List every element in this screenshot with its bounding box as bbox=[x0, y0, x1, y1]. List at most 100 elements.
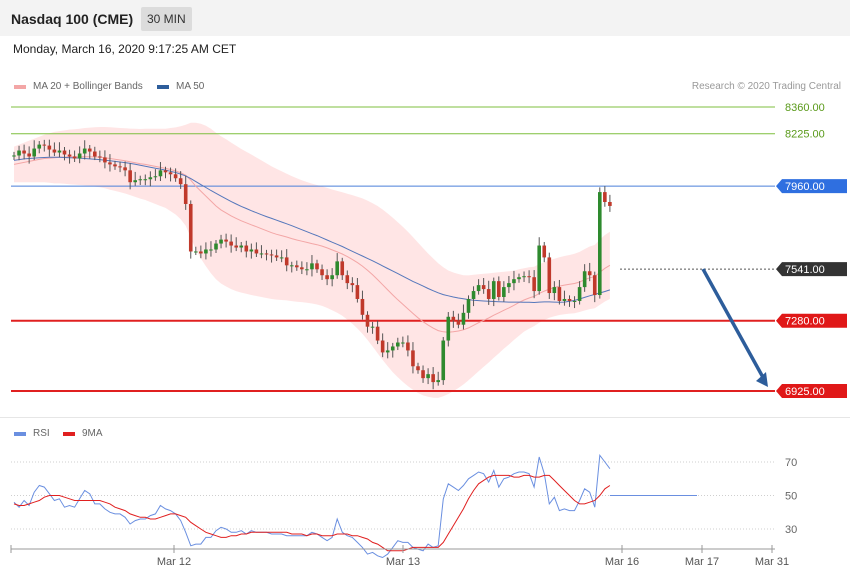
candle-body-69 bbox=[360, 298, 365, 315]
x-tick-label-4: Mar 31 bbox=[755, 556, 789, 568]
level-label-8360.00: 8360.00 bbox=[785, 102, 825, 114]
candle-body-54 bbox=[284, 257, 289, 266]
rsi-swatch bbox=[14, 431, 26, 436]
candle-body-52 bbox=[274, 255, 279, 258]
candle-body-109 bbox=[562, 298, 567, 301]
candle-body-79 bbox=[411, 350, 415, 367]
ma50-swatch bbox=[157, 84, 169, 89]
candle-body-67 bbox=[350, 283, 355, 286]
candle-body-99 bbox=[512, 279, 516, 284]
candle-body-4 bbox=[32, 148, 36, 157]
candle-body-25 bbox=[138, 179, 143, 181]
candle-body-26 bbox=[143, 179, 148, 181]
candle-body-53 bbox=[279, 257, 284, 259]
credit-label: Research © 2020 Trading Central bbox=[691, 81, 841, 92]
x-tick-label-0: Mar 12 bbox=[157, 556, 191, 568]
x-tick-label-3: Mar 17 bbox=[685, 556, 719, 568]
legend-ma20: MA 20 + Bollinger Bands bbox=[14, 81, 143, 92]
candle-body-62 bbox=[325, 275, 329, 280]
candle-body-23 bbox=[128, 170, 132, 183]
candle-body-39 bbox=[209, 249, 213, 251]
candle-body-61 bbox=[320, 269, 324, 276]
candle-body-88 bbox=[456, 320, 461, 325]
candle-body-14 bbox=[82, 148, 87, 154]
level-tag-7280.00 bbox=[776, 313, 847, 328]
candle-body-112 bbox=[577, 287, 582, 301]
candle-body-75 bbox=[390, 346, 395, 351]
candle-body-47 bbox=[249, 249, 254, 252]
candle-body-58 bbox=[305, 269, 309, 271]
ma20-swatch bbox=[14, 84, 26, 89]
candle-body-56 bbox=[295, 265, 299, 268]
panel-separator bbox=[0, 417, 850, 418]
candle-body-41 bbox=[219, 239, 223, 244]
candle-body-59 bbox=[310, 263, 314, 270]
candle-body-50 bbox=[264, 253, 269, 255]
candle-body-5 bbox=[37, 144, 42, 149]
level-label-7960.00: 7960.00 bbox=[785, 181, 825, 193]
candle-body-110 bbox=[567, 298, 572, 301]
candle-body-66 bbox=[345, 275, 350, 284]
candle-body-73 bbox=[380, 340, 385, 353]
candle-body-15 bbox=[87, 148, 92, 152]
ma50-line bbox=[13, 156, 611, 304]
candle-body-38 bbox=[204, 249, 208, 254]
legend-rsi-label: RSI bbox=[33, 428, 50, 439]
datetime-label: Monday, March 16, 2020 9:17:25 AM CET bbox=[13, 42, 237, 56]
level-label-7541.00: 7541.00 bbox=[785, 264, 825, 276]
candle-body-27 bbox=[148, 177, 153, 180]
candle-body-35 bbox=[188, 203, 193, 252]
candle-body-21 bbox=[118, 166, 122, 168]
timeframe-button[interactable]: 30 MIN bbox=[141, 7, 192, 31]
rsi-tick-50: 50 bbox=[785, 491, 797, 503]
candle-body-106 bbox=[547, 257, 552, 294]
candle-body-60 bbox=[315, 263, 319, 270]
rsi-9ma-line bbox=[13, 474, 611, 552]
legend-ma20-label: MA 20 + Bollinger Bands bbox=[33, 81, 143, 92]
candle-body-105 bbox=[542, 245, 547, 258]
ma9-swatch bbox=[63, 431, 75, 436]
candle-body-102 bbox=[527, 276, 531, 278]
forecast-arrow bbox=[701, 268, 767, 382]
candle-body-114 bbox=[587, 271, 592, 276]
candle-body-18 bbox=[103, 157, 107, 163]
candle-body-93 bbox=[481, 285, 486, 290]
forecast-arrow-head bbox=[756, 372, 768, 387]
candle-body-77 bbox=[401, 342, 405, 344]
level-label-8225.00: 8225.00 bbox=[785, 129, 825, 141]
price-chart[interactable]: 8360.00 8225.00 7960.00 7541.00 7280.00 6925.… bbox=[0, 0, 850, 417]
candle-body-22 bbox=[123, 167, 127, 171]
candle-body-12 bbox=[72, 156, 77, 159]
candle-body-7 bbox=[47, 145, 52, 150]
candle-body-11 bbox=[67, 154, 72, 157]
candle-body-83 bbox=[431, 374, 435, 383]
candle-body-17 bbox=[98, 156, 102, 158]
candle-body-84 bbox=[436, 380, 440, 383]
candle-body-100 bbox=[517, 277, 521, 280]
level-tag-7541.00 bbox=[776, 262, 847, 277]
rsi-tick-30: 30 bbox=[785, 524, 797, 536]
candle-body-63 bbox=[330, 275, 334, 280]
candle-body-78 bbox=[406, 342, 410, 351]
candle-body-28 bbox=[153, 176, 158, 178]
candle-body-8 bbox=[52, 149, 57, 153]
candle-body-24 bbox=[133, 180, 137, 183]
candle-body-70 bbox=[365, 314, 370, 327]
rsi-chart[interactable]: 70 50 30 Mar 12 Mar 13 Mar 16 Mar 17 Mar 31 bbox=[0, 418, 850, 576]
candle-body-2 bbox=[22, 150, 26, 154]
candle-body-10 bbox=[62, 150, 67, 155]
candle-body-85 bbox=[441, 340, 446, 381]
candle-body-97 bbox=[502, 287, 506, 297]
candle-body-115 bbox=[592, 275, 597, 296]
candle-body-72 bbox=[375, 326, 380, 341]
ma20-line bbox=[13, 156, 611, 333]
candle-body-116 bbox=[598, 192, 602, 296]
candle-body-111 bbox=[572, 300, 577, 302]
candle-body-34 bbox=[183, 184, 188, 204]
candle-body-44 bbox=[234, 245, 238, 248]
candle-body-64 bbox=[335, 261, 339, 276]
candle-body-40 bbox=[214, 243, 218, 250]
candle-body-68 bbox=[355, 285, 360, 299]
candle-body-95 bbox=[491, 281, 496, 299]
candle-body-49 bbox=[259, 253, 264, 255]
